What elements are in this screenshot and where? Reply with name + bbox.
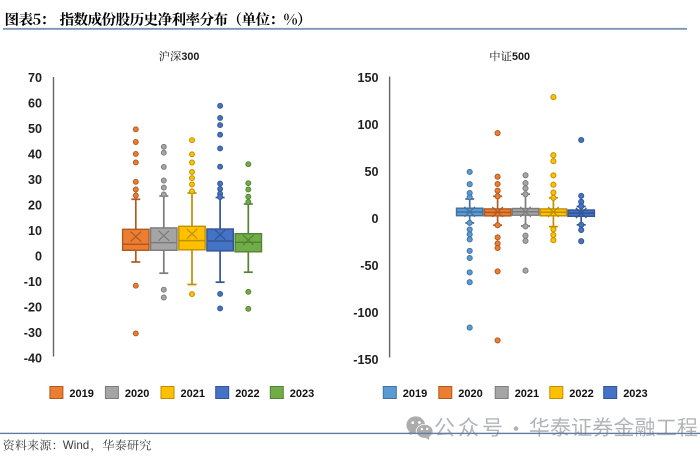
svg-text:2020: 2020 [458,388,482,400]
svg-text:150: 150 [357,71,378,85]
svg-text:2021: 2021 [181,388,205,400]
svg-text:2020: 2020 [125,388,149,400]
svg-text:-150: -150 [353,353,378,367]
svg-text:30: 30 [28,173,42,187]
svg-text:2023: 2023 [623,388,647,400]
svg-text:-50: -50 [360,259,378,273]
svg-text:-100: -100 [353,306,378,320]
svg-text:2022: 2022 [569,388,593,400]
svg-text:70: 70 [28,71,42,85]
svg-text:Wind: Wind [63,439,89,452]
svg-text:2022: 2022 [235,388,259,400]
svg-text:-40: -40 [24,352,42,366]
svg-text:0: 0 [35,250,42,264]
svg-text:50: 50 [364,165,378,179]
svg-text:40: 40 [28,148,42,162]
svg-text:-10: -10 [24,275,42,289]
svg-text:500: 500 [512,51,530,63]
svg-text:300: 300 [181,51,199,63]
svg-text:2019: 2019 [403,388,427,400]
svg-text:-20: -20 [24,301,42,315]
svg-text:2021: 2021 [515,388,539,400]
svg-text:50: 50 [28,122,42,136]
svg-text:2019: 2019 [69,388,93,400]
svg-text:0: 0 [371,212,378,226]
svg-text:10: 10 [28,224,42,238]
svg-text:-30: -30 [24,326,42,340]
svg-text:100: 100 [357,118,378,132]
svg-text:2023: 2023 [290,388,314,400]
svg-text:20: 20 [28,199,42,213]
svg-text:60: 60 [28,97,42,111]
